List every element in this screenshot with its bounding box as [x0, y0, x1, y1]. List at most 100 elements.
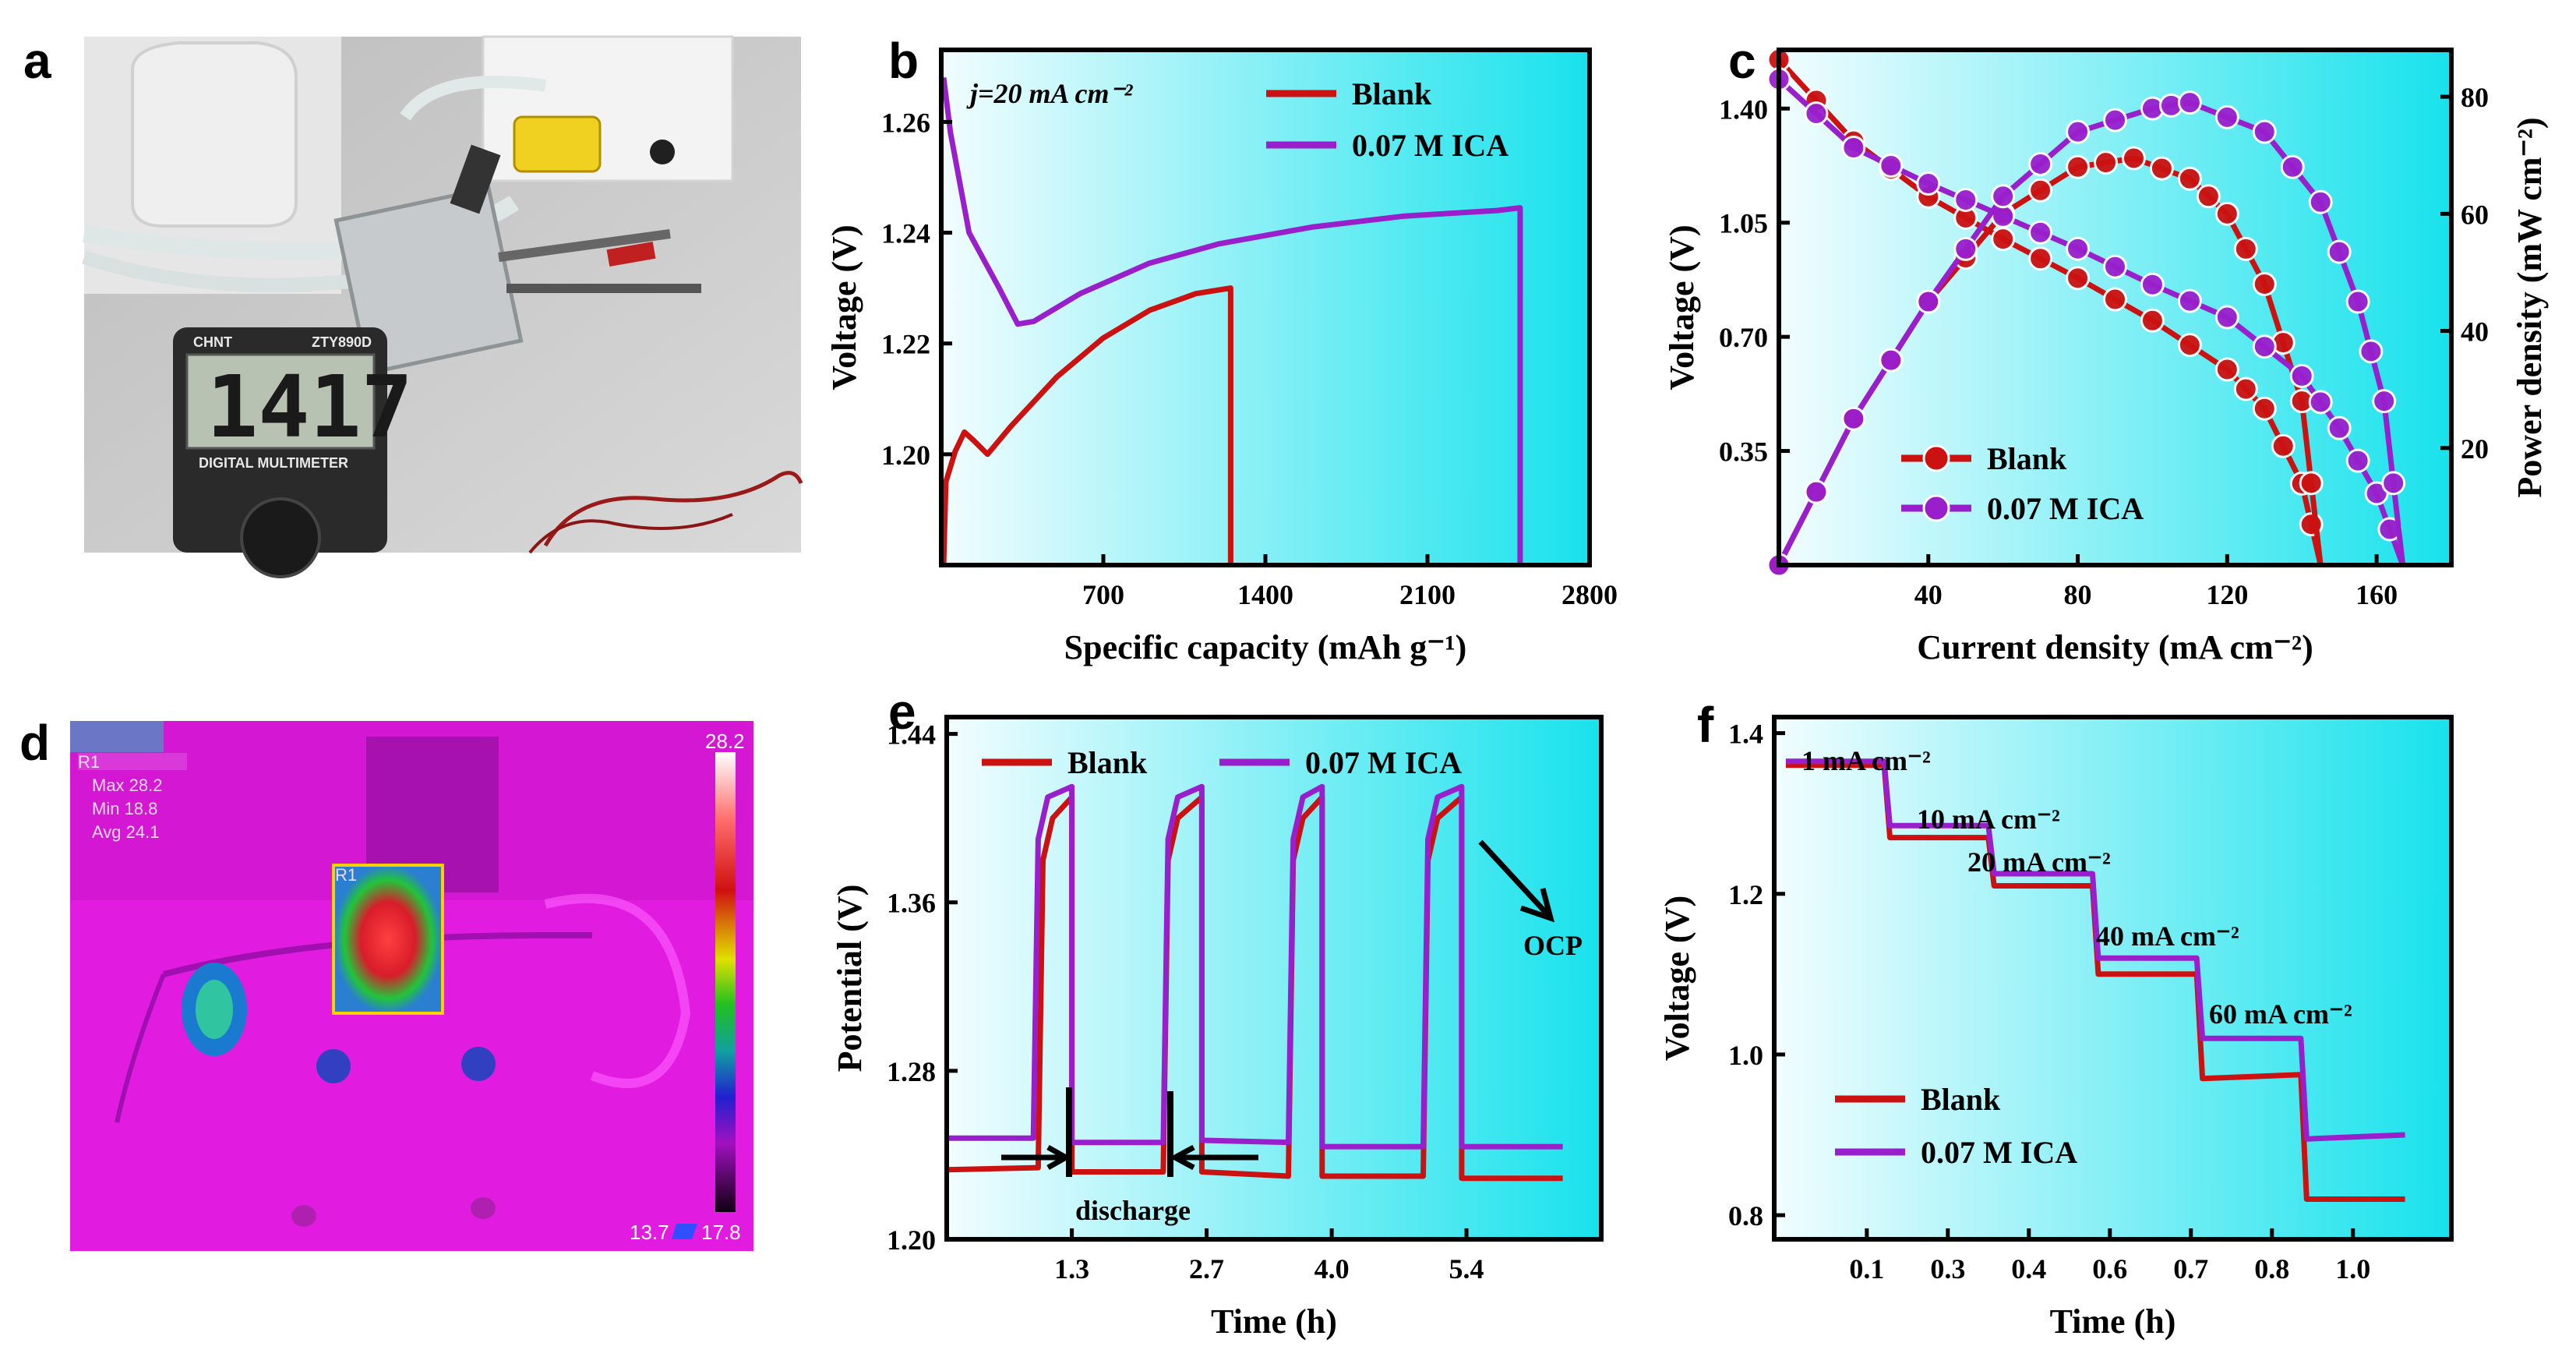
series-marker-c-3	[2214, 104, 2239, 129]
series-line-e-1	[947, 783, 1563, 1150]
x-tick-label-b: 2100	[1399, 579, 1456, 610]
current-step-annotation-3: 40 mA cm⁻²	[2096, 921, 2239, 952]
series-marker-c-2	[2327, 415, 2352, 440]
x-axis-label-c: Current density (mA cm⁻²)	[1917, 628, 2313, 666]
x-tick-label-f: 0.7	[2173, 1253, 2208, 1284]
panel-label-c: c	[1728, 33, 1756, 89]
y-tick-label-c: 0.70	[1719, 322, 1768, 353]
series-marker-c-3	[1953, 236, 1978, 261]
legend-label-f-0: Blank	[1921, 1082, 2001, 1117]
series-marker-c-0	[2271, 433, 2295, 458]
x-tick-label-c: 80	[2064, 579, 2092, 610]
series-marker-c-1	[2214, 201, 2239, 226]
x-tick-label-e: 1.3	[1054, 1253, 1089, 1284]
series-marker-c-3	[2103, 108, 2127, 133]
ocp-annotation: OCP	[1523, 930, 1583, 961]
series-marker-c-3	[2359, 339, 2384, 364]
y2-tick-label-c: 80	[2461, 82, 2489, 113]
discharge-arrow-right	[1001, 1144, 1072, 1171]
series-line-b-1	[940, 77, 1523, 565]
y-tick-label-c: 1.40	[1719, 94, 1768, 125]
current-step-annotation-2: 20 mA cm⁻²	[1967, 846, 2111, 878]
series-marker-c-3	[2252, 119, 2277, 144]
y-tick-label-e: 1.36	[887, 888, 936, 919]
series-marker-c-1	[2177, 166, 2202, 191]
discharge-arrow-left	[1169, 1144, 1258, 1171]
plot-area-b	[941, 50, 1590, 565]
legend-label-b-0: Blank	[1352, 76, 1432, 111]
series-marker-c-2	[2289, 363, 2314, 388]
thermal-corner-icon	[672, 1224, 697, 1239]
plot-frame-e	[944, 715, 1604, 1242]
x-tick-label-b: 1400	[1237, 579, 1293, 610]
panel-d-thermal: R1 Max 28.2 Min 18.8 Avg 24.1 R1 28.2 13…	[70, 721, 753, 1251]
series-marker-c-2	[2066, 236, 2091, 261]
multimeter-display: 1417	[206, 357, 413, 457]
series-marker-c-1	[2299, 471, 2324, 496]
x-tick-label-f: 0.3	[1930, 1253, 1965, 1284]
series-marker-c-2	[2028, 220, 2053, 245]
series-marker-c-3	[1916, 289, 1941, 314]
thermal-avg: Avg 24.1	[92, 822, 159, 842]
y-tick-label-b: 1.26	[881, 107, 930, 138]
chart-e: 1.3 2.7 4.0 5.4 1.20 1.28 1.36 1.44 Time (h) Pote…	[831, 715, 1604, 1341]
series-marker-c-0	[2066, 266, 2091, 291]
series-marker-c-3	[2345, 289, 2370, 314]
thermal-scale-min: 13.7	[630, 1221, 669, 1244]
series-marker-c-0	[2140, 308, 2165, 333]
legend-label-b-1: 0.07 M ICA	[1352, 128, 1509, 163]
series-marker-c-2	[1879, 154, 1904, 178]
thermal-min: Min 18.8	[92, 799, 157, 818]
ocp-arrow	[1478, 839, 1555, 923]
panel-a-photo: CHNT ZTY890D 1417 DIGITAL MULTIMETER	[82, 35, 803, 578]
current-step-annotation-0: 1 mA cm⁻²	[1801, 745, 1931, 776]
y-tick-label-f: 1.4	[1728, 719, 1763, 750]
current-step-annotation-4: 60 mA cm⁻²	[2209, 998, 2352, 1030]
legend-label-e-0: Blank	[1067, 745, 1148, 780]
series-marker-c-3	[2066, 119, 2091, 144]
x-axis-label-e: Time (h)	[1211, 1302, 1337, 1341]
multimeter-model: ZTY890D	[312, 334, 372, 350]
y-tick-label-c: 0.35	[1719, 436, 1768, 468]
x-tick-label-e: 2.7	[1189, 1253, 1224, 1284]
legend-label-c-1: 0.07 M ICA	[1987, 491, 2144, 526]
series-marker-c-3	[2372, 389, 2397, 414]
series-marker-c-0	[1991, 227, 2016, 252]
x-tick-label-c: 120	[2206, 579, 2248, 610]
y-tick-label-b: 1.22	[881, 329, 930, 360]
y-tick-label-e: 1.44	[887, 719, 936, 751]
series-marker-c-1	[2252, 271, 2277, 296]
legend-label-f-1: 0.07 M ICA	[1921, 1135, 2077, 1170]
chart-b: 700 1400 2100 2800 1.20 1.22 1.24 1.26 Specific …	[825, 48, 1618, 666]
series-marker-c-3	[1804, 479, 1829, 504]
thermal-roi-label: R1	[78, 752, 100, 772]
y-tick-label-b: 1.20	[881, 440, 930, 471]
series-marker-c-3	[1879, 348, 1904, 373]
series-marker-c-3	[2028, 151, 2053, 176]
legend-label-c-0: Blank	[1987, 441, 2067, 476]
series-line-b-0	[940, 285, 1233, 566]
series-marker-c-0	[2214, 357, 2239, 382]
series-marker-c-2	[2140, 272, 2165, 297]
series-marker-c-2	[2177, 288, 2202, 313]
series-marker-c-2	[2252, 334, 2277, 359]
y2-tick-label-c: 40	[2461, 316, 2489, 348]
y-tick-label-b: 1.24	[881, 218, 930, 249]
series-marker-c-0	[2028, 246, 2053, 271]
series-marker-c-3	[1841, 406, 1866, 431]
series-marker-c-2	[1953, 187, 1978, 212]
x-axis-label-b: Specific capacity (mAh g⁻¹)	[1064, 628, 1467, 666]
plot-frame-c	[1777, 48, 2454, 567]
x-tick-label-c: 160	[2355, 579, 2398, 610]
x-tick-label-b: 700	[1082, 579, 1124, 610]
series-marker-c-1	[2196, 184, 2221, 209]
series-marker-c-0	[2233, 376, 2258, 401]
x-tick-label-b: 2800	[1561, 579, 1618, 610]
series-marker-c-0	[2103, 287, 2127, 312]
x-axis-label-f: Time (h)	[2050, 1302, 2176, 1341]
series-marker-c-1	[2028, 178, 2053, 203]
series-marker-c-2	[1916, 171, 1941, 196]
panel-label-d: d	[19, 715, 50, 771]
series-marker-c-3	[1991, 184, 2016, 209]
